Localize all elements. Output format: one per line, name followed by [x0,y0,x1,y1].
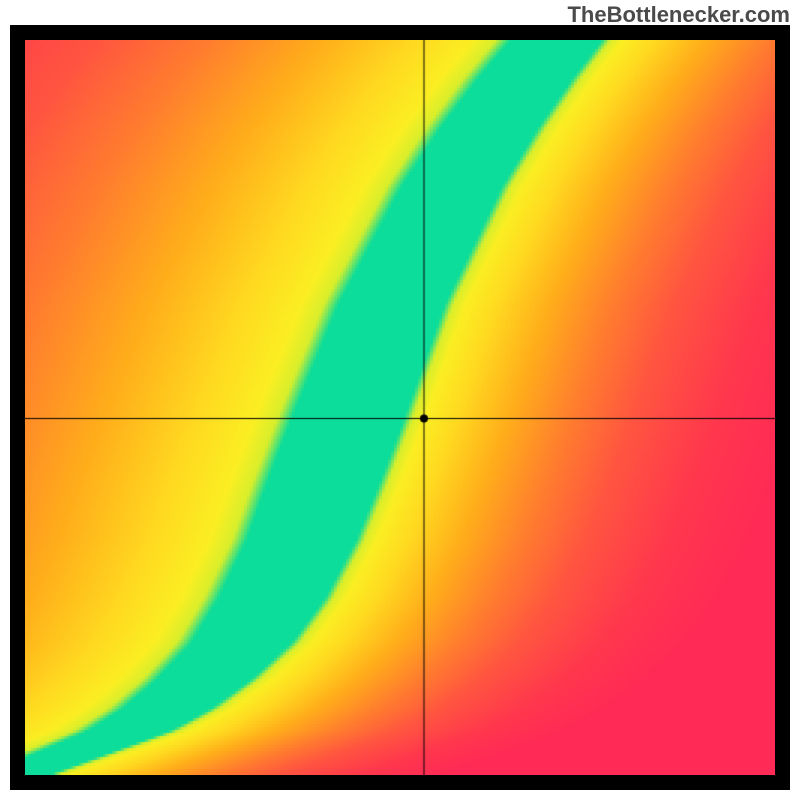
chart-frame [10,25,790,790]
plot-area [25,40,775,775]
watermark-text: TheBottlenecker.com [567,2,790,28]
heatmap-canvas [25,40,775,775]
